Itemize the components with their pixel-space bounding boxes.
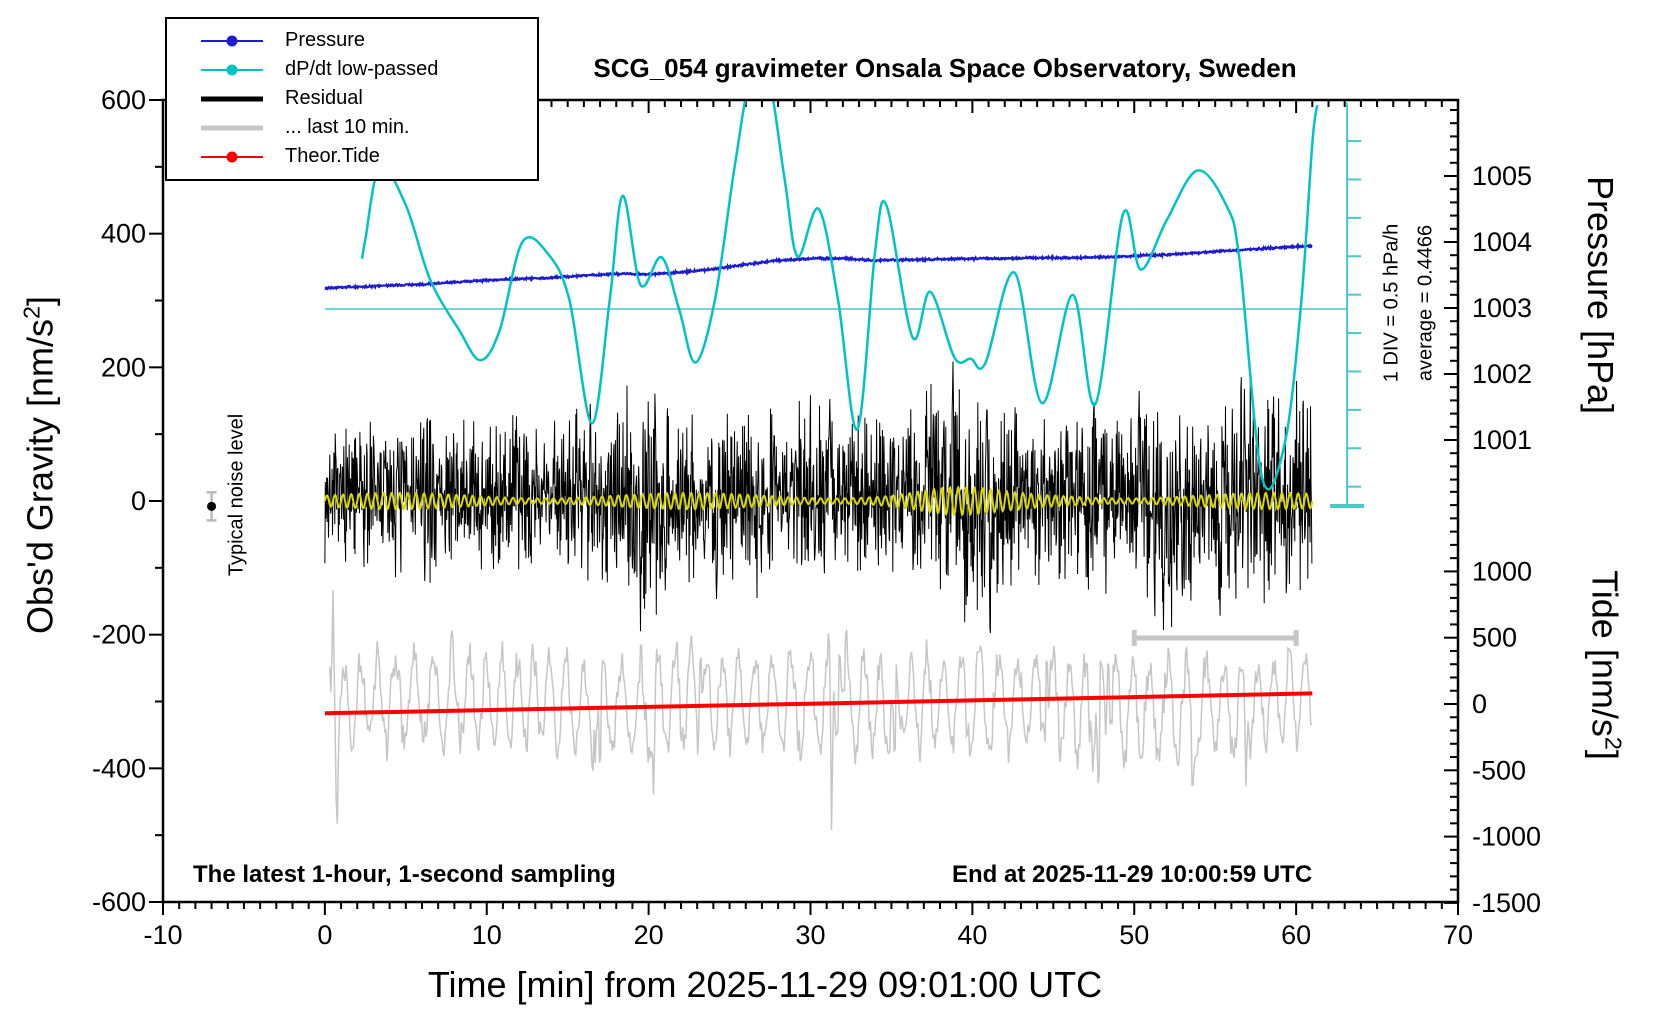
x-axis-title: Time [min] from 2025-11-29 09:01:00 UTC bbox=[427, 964, 1103, 1005]
tide-tick-label: 1000 bbox=[1472, 556, 1532, 586]
noise-level-label: Typical noise level bbox=[225, 413, 248, 577]
last10-span-bracket bbox=[1131, 630, 1299, 647]
x-tick-label: 40 bbox=[957, 920, 987, 950]
div-scale-note: 1 DIV = 0.5 hPa/h bbox=[1380, 223, 1403, 383]
pressure-line-icon bbox=[201, 35, 263, 47]
legend-label: ... last 10 min. bbox=[285, 116, 410, 138]
gravity-tick-label: 400 bbox=[101, 219, 146, 249]
end-time-note: End at 2025-11-29 10:00:59 UTC bbox=[952, 861, 1313, 888]
x-tick-label: 70 bbox=[1443, 920, 1473, 950]
series-dpdt bbox=[360, 100, 1319, 491]
gravity-tick-label: -200 bbox=[92, 620, 146, 650]
legend-label: Residual bbox=[285, 87, 363, 109]
pressure-tick-label: 1004 bbox=[1472, 227, 1532, 257]
gravity-tick-label: -600 bbox=[92, 887, 146, 917]
legend-item-last10: ... last 10 min. bbox=[167, 113, 537, 142]
page-title: SCG_054 gravimeter Onsala Space Observat… bbox=[593, 53, 1297, 83]
residual-line-icon bbox=[201, 93, 263, 105]
pressure-tick-label: 1001 bbox=[1472, 425, 1532, 455]
tick-labels: -10 0 10 20 30 40 50 60 70 600 400 200 0 -200 -400 -600… bbox=[92, 85, 1541, 950]
plot-frame bbox=[161, 98, 1460, 904]
pressure-tick-label: 1003 bbox=[1472, 293, 1532, 323]
tide-tick-label: -1000 bbox=[1472, 822, 1541, 852]
tide-tick-label: 0 bbox=[1472, 689, 1487, 719]
x-tick-label: 30 bbox=[795, 920, 825, 950]
x-tick-label: 0 bbox=[317, 920, 332, 950]
last10-line-icon bbox=[201, 122, 263, 134]
tide-tick-label: -500 bbox=[1472, 755, 1526, 785]
pressure-tick-label: 1005 bbox=[1472, 161, 1532, 191]
dpdt-line-icon bbox=[201, 64, 263, 76]
series-pressure bbox=[324, 242, 1313, 291]
series-group bbox=[323, 100, 1319, 831]
typical-noise-marker bbox=[206, 491, 217, 522]
series-residual bbox=[324, 361, 1313, 634]
series-theor-tide bbox=[324, 691, 1313, 716]
tide-tick-label: 500 bbox=[1472, 623, 1517, 653]
legend-label: dP/dt low-passed bbox=[285, 58, 439, 80]
theortide-line-icon bbox=[201, 151, 263, 163]
legend-item-theortide: Theor.Tide bbox=[167, 142, 537, 171]
legend-item-pressure: Pressure bbox=[167, 26, 537, 55]
x-tick-label: 20 bbox=[634, 920, 664, 950]
dpdt-scale-bar bbox=[1330, 102, 1365, 509]
tide-axis-title: Tide [nm/s2] bbox=[1584, 570, 1627, 760]
y-axis-title: Obs'd Gravity [nm/s2] bbox=[18, 296, 61, 634]
pressure-tick-label: 1002 bbox=[1472, 359, 1532, 389]
x-tick-label: -10 bbox=[143, 920, 182, 950]
gravity-tick-label: 600 bbox=[101, 85, 146, 115]
series-last10 bbox=[328, 589, 1313, 831]
gravity-tick-label: 0 bbox=[131, 486, 146, 516]
x-tick-label: 10 bbox=[472, 920, 502, 950]
sampling-note: The latest 1-hour, 1-second sampling bbox=[193, 861, 616, 888]
tide-tick-label: -1500 bbox=[1472, 888, 1541, 918]
legend-label: Theor.Tide bbox=[285, 145, 380, 167]
x-tick-label: 50 bbox=[1119, 920, 1149, 950]
gravity-tick-label: 200 bbox=[101, 352, 146, 382]
pressure-axis-title: Pressure [hPa] bbox=[1580, 175, 1621, 415]
legend-item-residual: Residual bbox=[167, 84, 537, 113]
legend-box: Pressure dP/dt low-passed Residual ... l… bbox=[165, 17, 539, 181]
average-note: average = 0.4466 bbox=[1414, 224, 1437, 382]
legend-item-dpdt: dP/dt low-passed bbox=[167, 55, 537, 84]
x-tick-label: 60 bbox=[1281, 920, 1311, 950]
legend-label: Pressure bbox=[285, 29, 366, 51]
series-residual-lowpass bbox=[323, 485, 1314, 517]
gravity-tick-label: -400 bbox=[92, 753, 146, 783]
